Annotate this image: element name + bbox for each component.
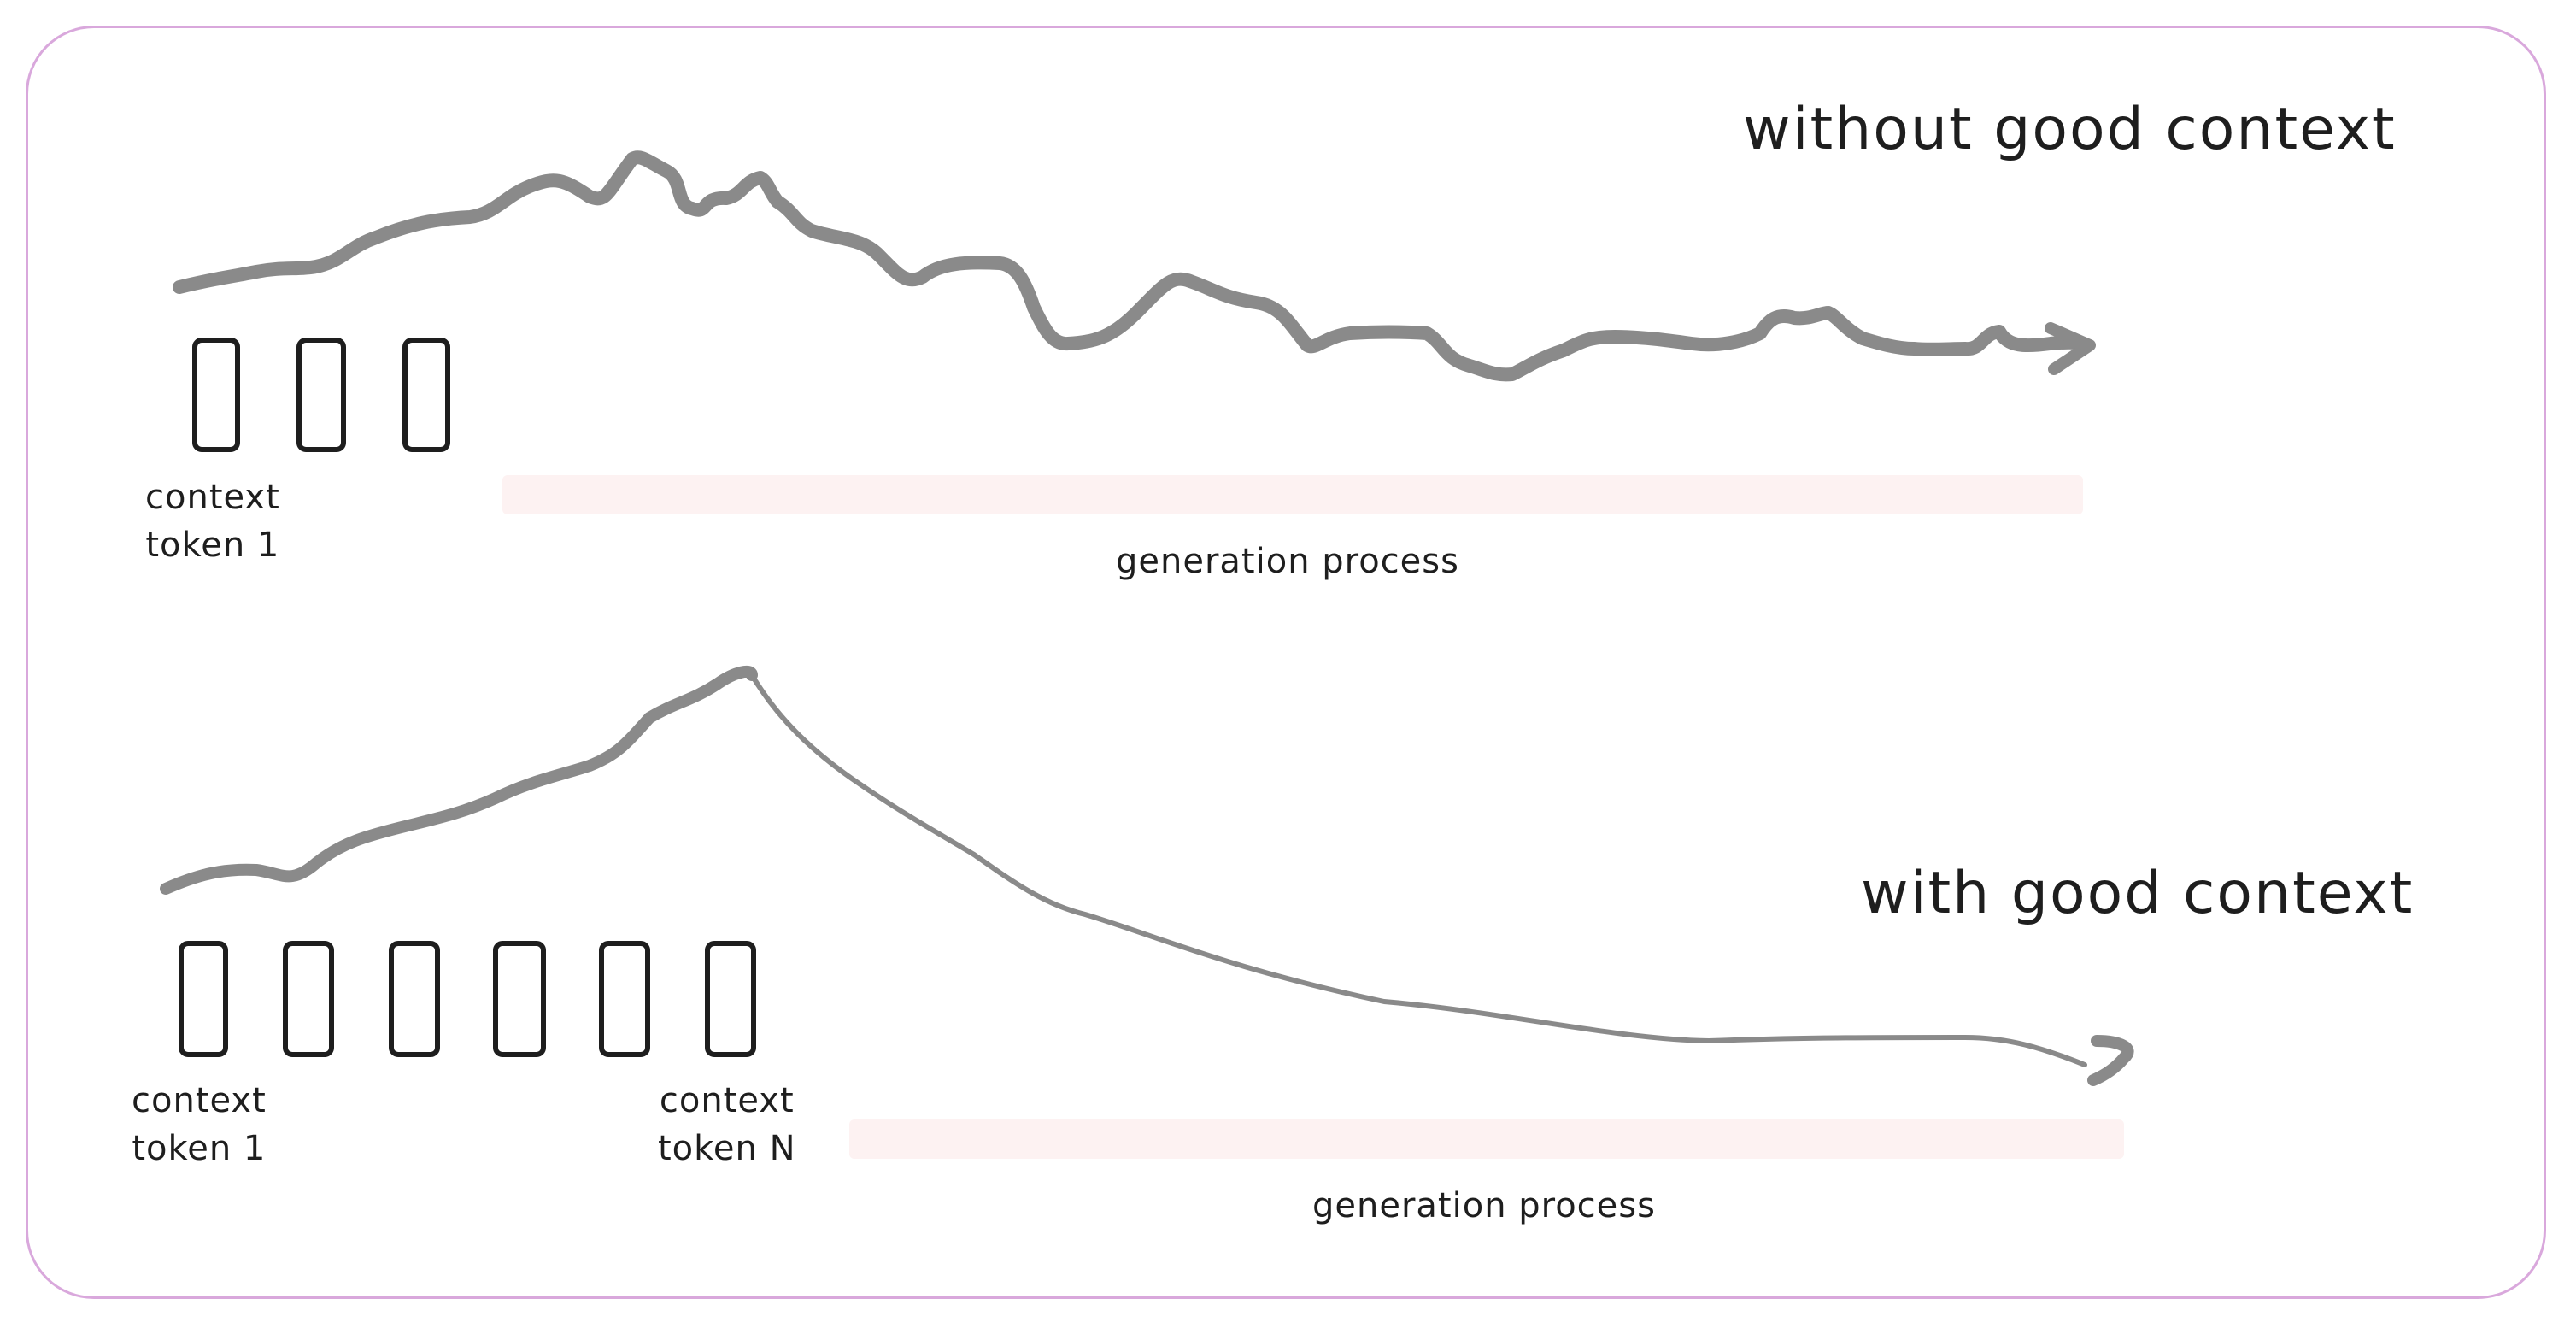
- token-label-line: context: [145, 478, 280, 517]
- token-label-line: context: [132, 1081, 267, 1120]
- token-label-line: token 1: [145, 526, 280, 565]
- top-generation-bar: [502, 475, 2083, 514]
- bottom-first-token-label: context token 1: [132, 1077, 267, 1172]
- bottom-curve-arrowhead: [2087, 1035, 2134, 1086]
- top-context-tokens: [192, 338, 450, 452]
- bottom-context-tokens: [179, 941, 756, 1057]
- top-curve-arrowhead: [2045, 322, 2096, 375]
- bottom-panel-title: with good context: [1861, 860, 2415, 927]
- token-label-line: token N: [658, 1129, 796, 1168]
- context-token-box: [402, 338, 450, 452]
- diagram-frame: [26, 26, 2546, 1299]
- context-token-box: [493, 941, 546, 1057]
- token-label-line: context: [659, 1081, 795, 1120]
- bottom-generation-curve-rise: [160, 665, 758, 895]
- top-panel-title: without good context: [1743, 96, 2397, 163]
- bottom-generation-curve-fall: [749, 673, 2087, 1067]
- context-token-box: [296, 338, 346, 452]
- context-token-box: [389, 941, 440, 1057]
- context-token-box: [179, 941, 228, 1057]
- context-token-box: [283, 941, 334, 1057]
- top-token-label: context token 1: [145, 473, 280, 569]
- bottom-generation-bar: [849, 1119, 2124, 1159]
- bottom-last-token-label: context token N: [658, 1077, 796, 1172]
- context-token-box: [705, 941, 756, 1057]
- context-token-box: [192, 338, 240, 452]
- token-label-line: token 1: [132, 1129, 267, 1168]
- top-generation-curve: [173, 150, 2092, 382]
- top-generation-label: generation process: [1116, 542, 1459, 581]
- bottom-generation-label: generation process: [1312, 1186, 1656, 1225]
- context-token-box: [599, 941, 650, 1057]
